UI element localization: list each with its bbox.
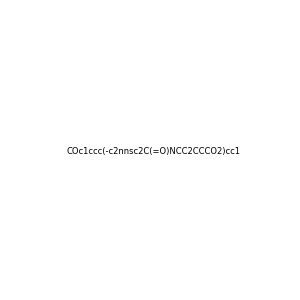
Text: COc1ccc(-c2nnsc2C(=O)NCC2CCCO2)cc1: COc1ccc(-c2nnsc2C(=O)NCC2CCCO2)cc1	[67, 147, 241, 156]
